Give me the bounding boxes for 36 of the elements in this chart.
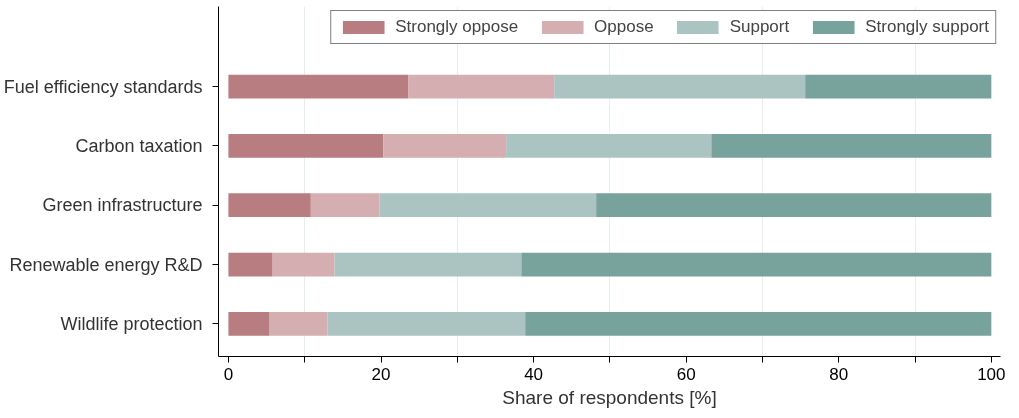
x-tick-label: 80 (829, 364, 849, 384)
bar (596, 193, 992, 218)
y-tick-label: Fuel efficiency standards (3, 76, 203, 97)
bar (269, 312, 328, 336)
bar (310, 193, 380, 218)
bar (228, 193, 311, 218)
bar (228, 134, 384, 158)
y-tick-label: Green infrastructure (42, 195, 203, 216)
x-tick-label: 40 (524, 364, 544, 384)
bar (228, 312, 270, 336)
bar (805, 74, 992, 99)
bar (521, 252, 992, 277)
y-tick-label: Wildlife protection (60, 313, 203, 334)
bar (525, 312, 992, 336)
x-tick-label: 0 (223, 364, 234, 384)
bar (334, 252, 522, 277)
legend-label: Strongly oppose (395, 17, 519, 37)
x-axis-title: Share of respondents [%] (502, 386, 717, 408)
x-tick-label: 100 (977, 364, 1006, 384)
legend-label: Oppose (594, 17, 654, 37)
bar (506, 134, 712, 158)
bar (327, 312, 526, 336)
bar (272, 252, 335, 277)
bar (228, 252, 273, 277)
legend-label: Support (729, 17, 790, 37)
bar (379, 193, 597, 218)
x-tick-label: 60 (676, 364, 696, 384)
y-tick-label: Carbon taxation (75, 135, 203, 156)
bar (554, 74, 806, 99)
legend-label: Strongly support (865, 17, 989, 37)
bar (408, 74, 555, 99)
bar (383, 134, 507, 158)
y-tick-label: Renewable energy R&D (9, 254, 203, 275)
bar (711, 134, 992, 158)
bar (228, 74, 409, 99)
x-tick-label: 20 (371, 364, 391, 384)
